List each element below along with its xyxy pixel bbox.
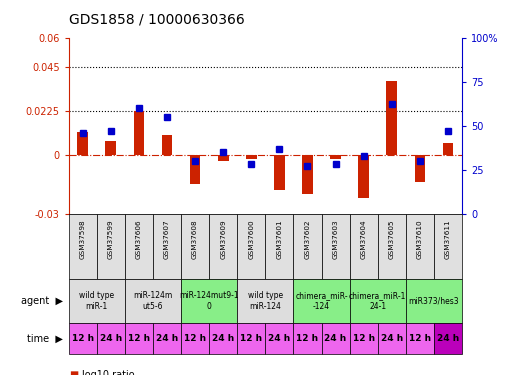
Bar	[97, 214, 125, 279]
Bar	[162, 135, 172, 155]
Bar	[350, 322, 378, 354]
Text: miR-124m
ut5-6: miR-124m ut5-6	[133, 291, 173, 310]
Bar	[153, 322, 181, 354]
Text: 24 h: 24 h	[268, 334, 290, 343]
Bar	[237, 279, 294, 322]
Text: agent  ▶: agent ▶	[21, 296, 63, 306]
Text: GSM37600: GSM37600	[248, 219, 254, 259]
Bar	[378, 322, 406, 354]
Bar	[97, 322, 125, 354]
Bar	[322, 214, 350, 279]
Bar	[322, 322, 350, 354]
Bar	[294, 322, 322, 354]
Bar	[237, 214, 265, 279]
Bar	[69, 279, 125, 322]
Text: GDS1858 / 10000630366: GDS1858 / 10000630366	[69, 12, 244, 26]
Bar	[265, 322, 294, 354]
Bar	[294, 214, 322, 279]
Text: GSM37602: GSM37602	[305, 219, 310, 259]
Text: 24 h: 24 h	[324, 334, 347, 343]
Bar	[434, 322, 462, 354]
Text: GSM37598: GSM37598	[80, 219, 86, 259]
Bar	[302, 155, 313, 194]
Text: 24 h: 24 h	[381, 334, 403, 343]
Text: 12 h: 12 h	[184, 334, 206, 343]
Bar	[69, 322, 97, 354]
Bar	[246, 155, 257, 159]
Bar	[414, 155, 425, 182]
Text: 12 h: 12 h	[353, 334, 375, 343]
Text: 12 h: 12 h	[72, 334, 94, 343]
Bar	[406, 279, 462, 322]
Bar	[181, 214, 209, 279]
Text: GSM37606: GSM37606	[136, 219, 142, 259]
Text: 12 h: 12 h	[409, 334, 431, 343]
Bar	[330, 155, 341, 159]
Text: wild type
miR-1: wild type miR-1	[79, 291, 114, 310]
Bar	[106, 141, 116, 155]
Bar	[378, 214, 406, 279]
Bar	[350, 214, 378, 279]
Text: 12 h: 12 h	[128, 334, 150, 343]
Bar	[134, 111, 144, 155]
Text: 24 h: 24 h	[437, 334, 459, 343]
Bar	[181, 279, 237, 322]
Bar	[265, 214, 294, 279]
Bar	[350, 279, 406, 322]
Bar	[69, 214, 97, 279]
Text: GSM37607: GSM37607	[164, 219, 170, 259]
Text: time  ▶: time ▶	[27, 333, 63, 344]
Bar	[125, 279, 181, 322]
Bar	[218, 155, 229, 161]
Text: GSM37609: GSM37609	[220, 219, 226, 259]
Text: chimera_miR-
-124: chimera_miR- -124	[295, 291, 348, 310]
Text: GSM37610: GSM37610	[417, 219, 423, 259]
Text: 12 h: 12 h	[240, 334, 262, 343]
Bar	[181, 322, 209, 354]
Text: GSM37603: GSM37603	[333, 219, 338, 259]
Bar	[359, 155, 369, 198]
Bar	[406, 214, 434, 279]
Text: GSM37599: GSM37599	[108, 219, 114, 259]
Text: GSM37604: GSM37604	[361, 219, 366, 259]
Bar	[406, 322, 434, 354]
Bar	[77, 132, 88, 155]
Bar	[237, 322, 265, 354]
Bar	[209, 214, 237, 279]
Text: 12 h: 12 h	[296, 334, 318, 343]
Bar	[209, 322, 237, 354]
Bar	[442, 143, 454, 155]
Bar	[294, 279, 350, 322]
Text: log10 ratio: log10 ratio	[82, 370, 135, 375]
Text: ■: ■	[69, 370, 78, 375]
Text: 24 h: 24 h	[100, 334, 122, 343]
Bar	[153, 214, 181, 279]
Text: GSM37605: GSM37605	[389, 219, 395, 259]
Text: miR373/hes3: miR373/hes3	[409, 296, 459, 305]
Text: GSM37608: GSM37608	[192, 219, 198, 259]
Bar	[190, 155, 201, 184]
Text: GSM37611: GSM37611	[445, 219, 451, 259]
Text: wild type
miR-124: wild type miR-124	[248, 291, 283, 310]
Text: miR-124mut9-1
0: miR-124mut9-1 0	[180, 291, 239, 310]
Bar	[274, 155, 285, 190]
Text: GSM37601: GSM37601	[276, 219, 282, 259]
Bar	[434, 214, 462, 279]
Bar	[125, 322, 153, 354]
Bar	[386, 81, 397, 155]
Text: chimera_miR-1
24-1: chimera_miR-1 24-1	[349, 291, 407, 310]
Text: 24 h: 24 h	[156, 334, 178, 343]
Bar	[125, 214, 153, 279]
Text: 24 h: 24 h	[212, 334, 234, 343]
